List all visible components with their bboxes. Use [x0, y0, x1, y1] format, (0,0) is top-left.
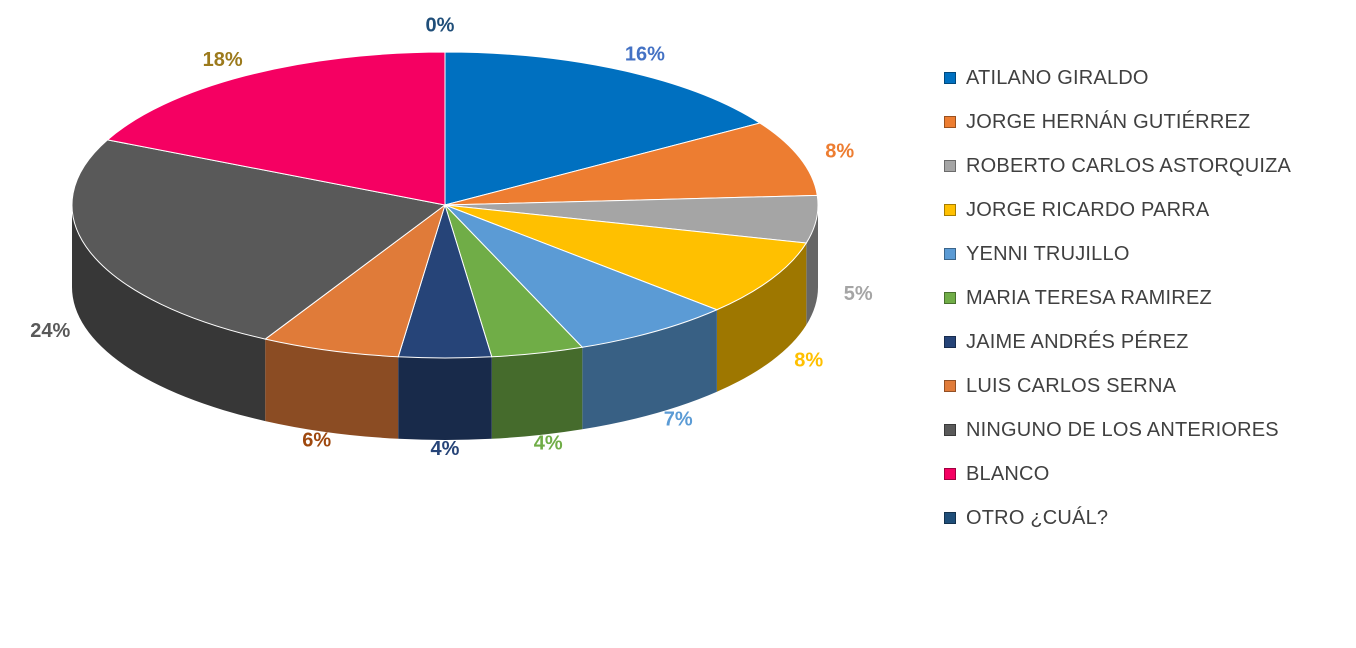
- pie-top: [71, 51, 819, 359]
- legend-item: ROBERTO CARLOS ASTORQUIZA: [944, 144, 1291, 188]
- legend-swatch: [944, 380, 956, 392]
- legend-label: MARIA TERESA RAMIREZ: [966, 286, 1212, 309]
- data-label-6: 4%: [431, 438, 460, 460]
- pie-chart: 16% 8% 5% 8% 7% 4% 4% 6% 24% 18% 0%: [30, 14, 873, 460]
- legend-label: OTRO ¿CUÁL?: [966, 506, 1109, 529]
- legend-item: JORGE RICARDO PARRA: [944, 188, 1291, 232]
- legend-swatch: [944, 468, 956, 480]
- pie-data-labels: 16% 8% 5% 8% 7% 4% 4% 6% 24% 18% 0%: [30, 14, 873, 460]
- data-label-3: 8%: [794, 349, 823, 371]
- legend-label: BLANCO: [966, 462, 1050, 485]
- legend-label: JORGE RICARDO PARRA: [966, 198, 1210, 221]
- data-label-1: 8%: [825, 140, 854, 162]
- legend-label: LUIS CARLOS SERNA: [966, 374, 1177, 397]
- data-label-2: 5%: [844, 283, 873, 305]
- legend-item: JORGE HERNÁN GUTIÉRREZ: [944, 100, 1291, 144]
- pie-slice-4: [444, 204, 719, 348]
- pie-slice-9: [106, 51, 446, 206]
- legend-swatch: [944, 204, 956, 216]
- pie-side-5: [491, 347, 583, 439]
- pie-side-8: [72, 205, 266, 422]
- legend-label: YENNI TRUJILLO: [966, 242, 1130, 265]
- data-label-7: 6%: [302, 430, 331, 452]
- legend-label: JAIME ANDRÉS PÉREZ: [966, 330, 1189, 353]
- pie-slice-8: [71, 139, 447, 340]
- legend-swatch: [944, 72, 956, 84]
- pie-slice-1: [444, 122, 818, 206]
- pie-side-7: [265, 339, 399, 439]
- legend-item: ATILANO GIRALDO: [944, 56, 1291, 100]
- data-label-10: 0%: [426, 14, 455, 36]
- legend-item: YENNI TRUJILLO: [944, 232, 1291, 276]
- legend-label: ATILANO GIRALDO: [966, 66, 1149, 89]
- data-label-5: 4%: [534, 433, 563, 455]
- legend-swatch: [944, 512, 956, 524]
- pie-side-2: [806, 205, 818, 326]
- legend-swatch: [944, 116, 956, 128]
- legend-item: NINGUNO DE LOS ANTERIORES: [944, 408, 1291, 452]
- data-label-0: 16%: [625, 43, 665, 65]
- pie-sides: [72, 205, 818, 440]
- pie-slice-7: [264, 203, 446, 358]
- pie-side-4: [582, 309, 717, 430]
- data-label-8: 24%: [30, 320, 70, 342]
- pie-side-6: [398, 356, 492, 440]
- pie-side-3: [716, 243, 807, 392]
- legend-item: BLANCO: [944, 452, 1291, 496]
- pie-slice-3: [444, 204, 808, 311]
- legend-swatch: [944, 248, 956, 260]
- legend-item: LUIS CARLOS SERNA: [944, 364, 1291, 408]
- legend-item: OTRO ¿CUÁL?: [944, 496, 1291, 540]
- legend-swatch: [944, 336, 956, 348]
- legend-label: NINGUNO DE LOS ANTERIORES: [966, 418, 1279, 441]
- legend-swatch: [944, 424, 956, 436]
- legend-item: MARIA TERESA RAMIREZ: [944, 276, 1291, 320]
- legend-swatch: [944, 292, 956, 304]
- chart-legend: ATILANO GIRALDO JORGE HERNÁN GUTIÉRREZ ROB…: [944, 56, 1291, 540]
- data-label-9: 18%: [203, 49, 243, 71]
- legend-label: JORGE HERNÁN GUTIÉRREZ: [966, 110, 1251, 133]
- legend-label: ROBERTO CARLOS ASTORQUIZA: [966, 154, 1292, 177]
- data-label-4: 7%: [664, 409, 693, 431]
- legend-swatch: [944, 160, 956, 172]
- pie-slice-0: [444, 51, 762, 206]
- legend-item: JAIME ANDRÉS PÉREZ: [944, 320, 1291, 364]
